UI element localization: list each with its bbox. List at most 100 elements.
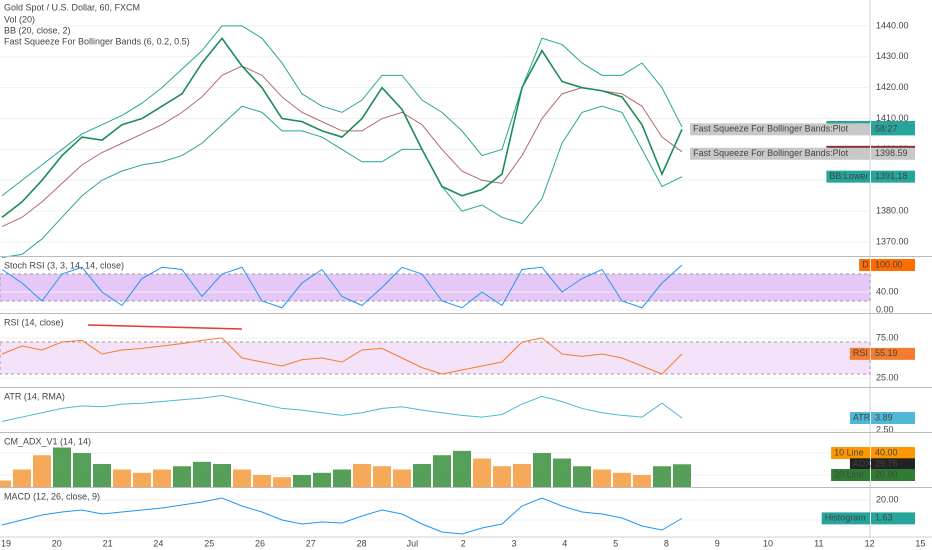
badge-value [871,170,915,183]
badge-name [690,147,870,160]
x-tick-label: 9 [715,538,720,548]
y-tick-label: 1380.00 [876,206,909,216]
badge-name-text: Histogram [825,513,866,523]
badge-name-text: D [862,259,869,269]
y-tick-label: 40.00 [876,286,899,296]
badge-value-text: 29.76 [875,459,898,469]
badge-name [859,259,870,272]
badge-value-text: 40.00 [875,447,898,457]
histogram-bar [633,475,651,487]
histogram-bar [353,464,371,487]
y-tick-label: 1440.00 [876,20,909,30]
legend-entry: Fast Squeeze For Bollinger Bands (6, 0.2… [4,36,190,46]
x-tick-label: 2 [461,538,466,548]
series-line [1,105,683,258]
histogram-bar [213,464,231,487]
histogram-bar [533,453,551,487]
histogram-bar [553,458,571,487]
x-tick-label: 24 [153,538,163,548]
x-tick-label: 10 [763,538,773,548]
histogram-bar [653,466,671,487]
histogram-bar [673,464,691,487]
y-tick-label: 1430.00 [876,51,909,61]
badge-name-text: 10 Line [834,447,864,457]
badge-value-text: 1.63 [875,513,893,523]
badge-name [849,458,870,471]
series-line [1,497,683,535]
x-tick-label: 4 [562,538,567,548]
x-tick-label: 19 [1,538,11,548]
badge-name-text: 20 Line [834,469,864,479]
badge-value [871,412,915,425]
trend-line [87,324,243,330]
badge-value-text: 1391.18 [875,171,908,181]
histogram-bar [0,480,11,487]
badge-name-text: RSI [853,348,868,358]
y-tick-label: 75.00 [876,332,899,342]
histogram-bar [193,461,211,487]
level-band [0,341,871,375]
y-tick-label: 1410.00 [876,113,909,123]
series-line [1,25,683,197]
histogram-bar [313,472,331,487]
series-line [1,394,683,422]
histogram-bar [13,469,31,487]
pane-title: RSI (14, close) [4,317,64,327]
badge-value [871,347,915,360]
badge-name [849,347,870,360]
badge-value [871,147,915,160]
badge-value-text: 100.00 [875,259,903,269]
legend-entry: Vol (20) [4,14,35,24]
x-tick-label: 5 [613,538,618,548]
histogram-bar [333,469,351,487]
x-tick-label: 12 [865,538,875,548]
histogram-bar [293,475,311,487]
histogram-bar [53,447,71,487]
badge-name-text: ADX [853,459,872,469]
histogram-bar [173,466,191,487]
badge-name-text: BB:Lower [829,171,868,181]
histogram-bar [513,464,531,487]
histogram-bar [393,469,411,487]
badge-name [831,447,870,460]
histogram-bar [33,455,51,487]
histogram-bar [133,472,151,487]
x-tick-label: 11 [814,538,823,548]
badge-value-text: 3.89 [875,412,893,422]
histogram-bar [413,464,431,487]
badge-value-text: 55.19 [875,348,898,358]
histogram-bar [493,466,511,487]
badge-name-text: Fast Squeeze For Bollinger Bands:Plot [693,148,849,158]
badge-value [871,123,915,136]
badge-name [690,123,870,136]
badge-value [871,469,915,482]
series-line [1,264,683,309]
histogram-bar [593,469,611,487]
histogram-bar [153,469,171,487]
x-tick-label: 27 [306,538,316,548]
histogram-bar [473,458,491,487]
badge-value-text: 58:27 [875,124,898,134]
histogram-bar [93,464,111,487]
x-tick-label: 26 [255,538,265,548]
badge-value [871,259,915,272]
badge-value [871,512,915,525]
histogram-bar [233,469,251,487]
x-tick-label: 21 [103,538,113,548]
badge-name-text: ATR [853,412,871,422]
y-tick-label: 25.00 [876,372,899,382]
y-tick-label: 20.00 [876,494,899,504]
x-tick-label: 8 [664,538,669,548]
y-tick-label: 0.00 [876,304,894,314]
badge-value [871,447,915,460]
x-tick-label: 20 [52,538,62,548]
level-band [0,273,871,302]
pane-title: ATR (14, RMA) [4,391,65,401]
histogram-bar [73,453,91,487]
badge-name [831,469,870,482]
histogram-bar [253,475,271,487]
histogram-bar [273,477,291,487]
series-line [1,36,683,218]
